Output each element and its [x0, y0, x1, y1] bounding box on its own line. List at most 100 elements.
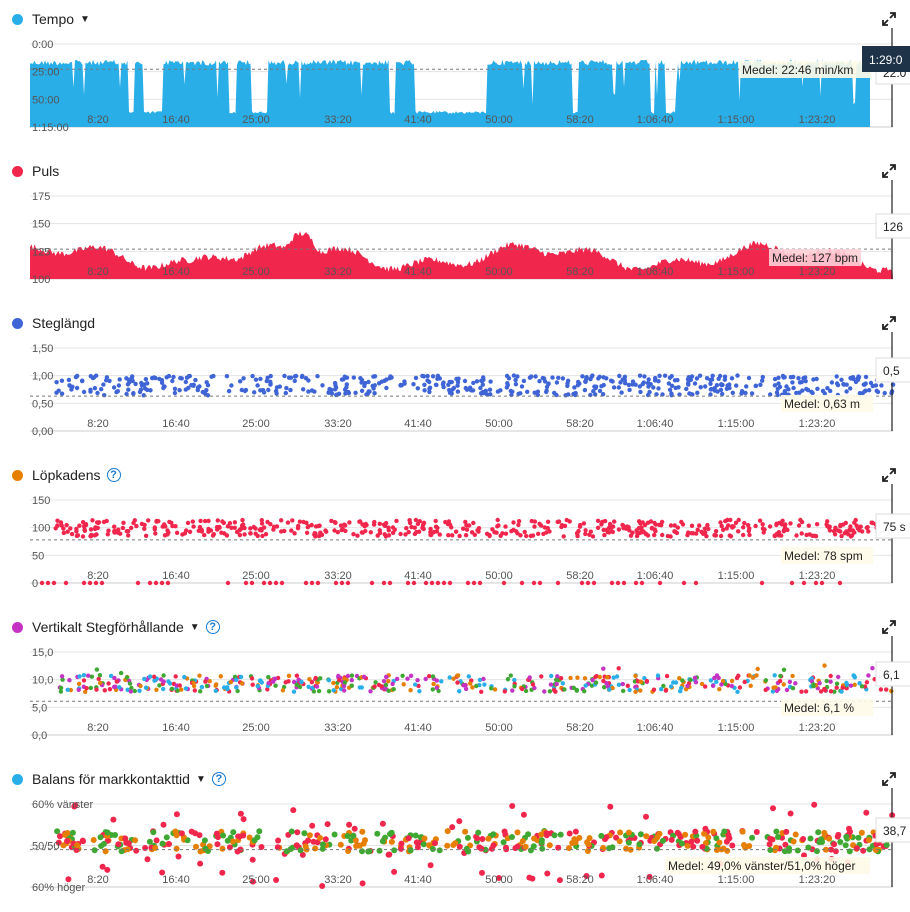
data-point [588, 529, 593, 534]
data-point [73, 847, 80, 853]
data-point [415, 386, 420, 391]
data-point [715, 389, 720, 394]
data-point [668, 684, 674, 689]
expand-icon[interactable] [882, 316, 896, 330]
data-point [611, 385, 617, 390]
data-point [790, 673, 795, 679]
data-point [292, 374, 298, 379]
data-point [588, 376, 593, 382]
x-tick-label: 25:00 [242, 874, 270, 886]
data-point [306, 832, 313, 839]
data-point [430, 674, 436, 679]
data-point [525, 831, 532, 838]
expand-icon[interactable] [882, 620, 896, 634]
data-point [480, 389, 486, 395]
data-point [733, 520, 739, 525]
average-label: Medel: 0,63 m [784, 397, 860, 411]
data-point [331, 680, 336, 686]
data-point [313, 675, 318, 681]
data-point [128, 689, 133, 694]
data-point [759, 580, 765, 586]
chart-title[interactable]: Balans för markkontakttid ▼? [12, 770, 226, 788]
data-point [554, 380, 560, 385]
expand-icon[interactable] [882, 468, 896, 482]
data-point [350, 832, 357, 839]
series [57, 663, 896, 694]
data-point [617, 373, 622, 379]
data-point [729, 842, 736, 849]
data-point [166, 530, 171, 535]
data-point [179, 687, 184, 692]
data-point [495, 875, 502, 881]
data-point [620, 681, 625, 687]
data-point [229, 383, 234, 388]
data-point [342, 522, 347, 527]
help-icon[interactable]: ? [211, 772, 226, 786]
data-point [307, 677, 312, 682]
data-point [585, 580, 591, 586]
data-point [730, 390, 735, 395]
data-point [423, 580, 429, 586]
data-point [828, 673, 833, 679]
data-point [102, 393, 107, 398]
data-point [825, 386, 830, 391]
data-point [409, 524, 414, 530]
data-point [746, 528, 751, 534]
data-point [76, 687, 81, 692]
data-point [685, 683, 690, 689]
data-point [487, 533, 492, 539]
data-point [369, 580, 375, 586]
data-point [685, 377, 691, 382]
data-point [651, 687, 657, 692]
data-point [638, 679, 644, 684]
data-point [51, 580, 57, 586]
data-point [267, 580, 273, 586]
help-icon[interactable]: ? [106, 468, 121, 482]
data-point [94, 532, 99, 537]
data-point [159, 840, 166, 847]
data-point [646, 873, 653, 880]
data-point [386, 851, 393, 858]
data-point [319, 841, 326, 848]
data-point [74, 842, 81, 849]
data-point [541, 531, 546, 537]
data-point [53, 526, 58, 531]
data-point [132, 688, 137, 694]
data-point [167, 519, 172, 525]
data-point [279, 580, 285, 586]
data-point [591, 580, 597, 586]
data-point [591, 389, 596, 394]
data-point [146, 518, 151, 523]
legend-dot-icon [12, 13, 23, 25]
chart-title[interactable]: Vertikalt Stegförhållande ▼? [12, 618, 220, 636]
data-point [669, 374, 674, 379]
data-point [280, 688, 286, 693]
data-point [815, 386, 820, 391]
data-point [729, 683, 734, 689]
data-point [714, 679, 719, 684]
chart-title[interactable]: Tempo ▼ [12, 10, 90, 28]
data-point [633, 580, 639, 586]
data-point [627, 387, 632, 393]
data-point [737, 685, 743, 690]
data-point [256, 828, 263, 835]
data-point [69, 829, 76, 836]
data-point [524, 533, 529, 539]
expand-icon[interactable] [882, 12, 896, 26]
data-point [716, 839, 723, 846]
chevron-down-icon[interactable]: ▼ [189, 621, 200, 633]
data-point [720, 679, 726, 684]
help-icon[interactable]: ? [205, 620, 220, 634]
data-point [688, 838, 695, 845]
chevron-down-icon[interactable]: ▼ [80, 13, 90, 25]
expand-icon[interactable] [882, 164, 896, 178]
data-point [841, 381, 846, 387]
data-point [512, 677, 517, 683]
data-point [229, 525, 234, 530]
x-tick-label: 41:40 [404, 874, 432, 886]
expand-icon[interactable] [882, 772, 896, 786]
chevron-down-icon[interactable]: ▼ [195, 773, 206, 785]
data-point [386, 533, 392, 538]
data-point [867, 388, 872, 393]
data-point [602, 685, 607, 690]
